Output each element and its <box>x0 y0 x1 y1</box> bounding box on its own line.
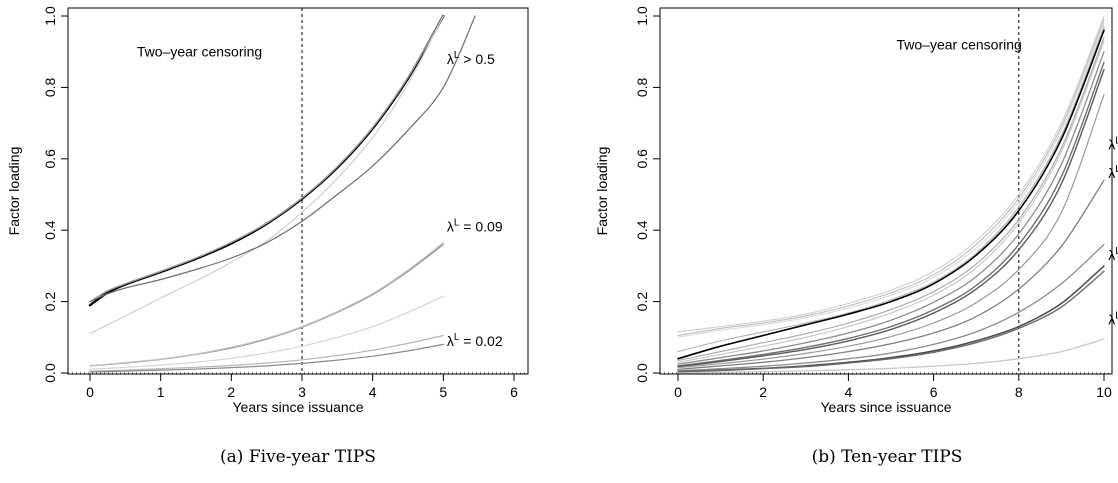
x-tick-label: 2 <box>759 384 767 400</box>
x-tick-label: 1 <box>157 384 165 400</box>
panel-b-ten-year-tips: 0 2 4 6 8 10 0.0 0.2 0.4 0.6 0.8 1.0 Years since iss… <box>594 6 1118 467</box>
series-line <box>677 338 1105 374</box>
lambda-label: λL = 0.04 <box>1108 246 1118 263</box>
series-line <box>677 243 1105 372</box>
series-line <box>677 29 1105 360</box>
y-tick-label: 0.8 <box>634 77 650 97</box>
panel-caption: (a) Five-year TIPS <box>220 447 376 467</box>
lambda-label: λL = 0.01 <box>1108 310 1118 327</box>
series-line <box>677 68 1105 368</box>
y-tick-label: 1.0 <box>42 6 58 26</box>
panel-a-five-year-tips: 0 1 2 3 4 5 6 0.0 0.2 0.4 0.6 0.8 1.0 Years since iss… <box>6 6 529 467</box>
series-line <box>89 295 444 370</box>
series-line <box>677 270 1105 373</box>
lambda-label: λL = 0.09 <box>447 218 503 235</box>
x-tick-label: 0 <box>86 384 94 400</box>
y-tick-label: 0.8 <box>42 77 58 97</box>
series-line <box>677 26 1105 353</box>
y-axis-label: Factor loading <box>6 147 22 236</box>
series-line <box>677 40 1105 363</box>
x-tick-label: 8 <box>1015 384 1023 400</box>
lambda-label: λL = 0.02 <box>447 332 503 349</box>
lambda-label: λL > 0.2 <box>1108 136 1118 153</box>
series-line <box>89 15 444 335</box>
y-tick-label: 0.0 <box>42 363 58 383</box>
series-group <box>677 15 1105 374</box>
series-line <box>677 22 1105 338</box>
x-tick-label: 4 <box>369 384 377 400</box>
y-tick-label: 0.4 <box>634 220 650 240</box>
series-line <box>677 36 1105 362</box>
series-line <box>677 51 1105 365</box>
series-line <box>677 179 1105 371</box>
y-tick-label: 1.0 <box>634 6 650 26</box>
series-line <box>677 19 1105 337</box>
lambda-label: λL > 0.5 <box>447 50 495 67</box>
y-tick-label: 0.6 <box>634 149 650 169</box>
x-tick-label: 4 <box>845 384 853 400</box>
panel-caption: (b) Ten-year TIPS <box>812 447 963 467</box>
series-line <box>677 61 1105 367</box>
x-tick-label: 3 <box>298 384 306 400</box>
censoring-label: Two–year censoring <box>897 37 1022 53</box>
series-line <box>677 15 1105 333</box>
y-tick-label: 0.2 <box>634 292 650 312</box>
series-line <box>89 334 444 372</box>
x-axis-label: Years since issuance <box>232 399 363 415</box>
lambda-label: λL = 0.08 <box>1108 164 1118 181</box>
x-tick-label: 5 <box>439 384 447 400</box>
x-tick-label: 0 <box>674 384 682 400</box>
series-group <box>88 14 476 373</box>
x-tick-label: 6 <box>510 384 518 400</box>
y-tick-label: 0.4 <box>42 220 58 240</box>
y-tick-label: 0.6 <box>42 149 58 169</box>
x-tick-label: 2 <box>227 384 235 400</box>
x-tick-label: 6 <box>930 384 938 400</box>
censoring-label: Two–year censoring <box>137 44 262 60</box>
x-tick-label: 10 <box>1096 384 1112 400</box>
series-line <box>89 242 444 367</box>
series-line <box>89 15 476 303</box>
series-line <box>89 343 444 373</box>
series-line <box>89 15 444 303</box>
y-tick-label: 0.2 <box>42 292 58 312</box>
x-axis-label: Years since issuance <box>820 399 951 415</box>
y-axis-label: Factor loading <box>594 147 610 236</box>
y-tick-label: 0.0 <box>634 363 650 383</box>
series-line <box>677 93 1105 369</box>
